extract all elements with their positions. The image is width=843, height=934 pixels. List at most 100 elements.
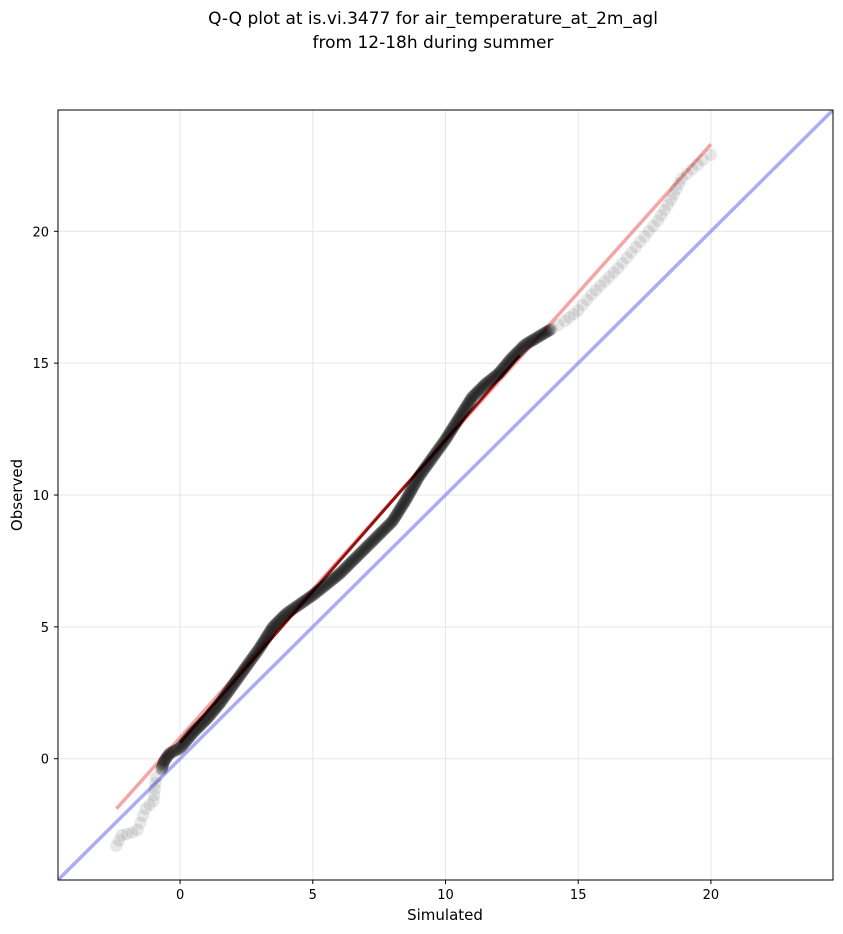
qq-point — [507, 349, 521, 362]
qq-point — [463, 395, 476, 408]
qq-point — [307, 588, 321, 601]
qq-point — [196, 717, 209, 730]
qq-point — [440, 432, 453, 445]
qq-point — [316, 581, 330, 594]
qq-point — [407, 480, 420, 493]
qq-point — [534, 329, 548, 342]
identity-line — [58, 110, 833, 880]
qq-point — [270, 617, 283, 630]
qq-point — [325, 573, 338, 587]
qq-point — [233, 669, 246, 682]
qq-point — [460, 399, 474, 412]
qq-point — [278, 608, 292, 621]
qq-point — [501, 356, 514, 369]
qq-point — [241, 658, 254, 672]
qq-point — [515, 341, 528, 355]
qq-point — [205, 706, 218, 720]
qq-point — [413, 469, 427, 482]
qq-point — [620, 251, 634, 264]
qq-point — [301, 592, 314, 606]
qq-point — [264, 624, 277, 637]
qq-point — [363, 538, 376, 551]
qq-point — [115, 829, 128, 842]
qq-point — [393, 503, 407, 516]
qq-point — [136, 809, 150, 822]
qq-point — [420, 459, 433, 473]
qq-point — [374, 526, 388, 539]
qq-point — [427, 450, 440, 463]
qq-point — [658, 204, 671, 217]
qq-point — [206, 705, 219, 718]
qq-point — [415, 466, 428, 479]
qq-point — [400, 492, 413, 506]
qq-point — [468, 389, 481, 402]
qq-point — [405, 484, 418, 497]
qq-point — [157, 756, 170, 770]
qq-point — [492, 367, 505, 380]
qq-point — [524, 335, 537, 348]
qq-point — [503, 354, 516, 367]
qq-point — [210, 700, 223, 714]
qq-point — [216, 693, 229, 706]
qq-point — [158, 755, 171, 768]
qq-point — [134, 816, 147, 830]
qq-point — [466, 390, 480, 403]
qq-point — [333, 567, 346, 581]
qq-point — [250, 645, 264, 659]
qq-point — [473, 383, 486, 396]
qq-point — [533, 329, 546, 343]
qq-point — [326, 572, 340, 586]
qq-point — [120, 827, 134, 841]
qq-point — [351, 549, 364, 562]
qq-point — [290, 600, 304, 613]
x-tick-label: 0 — [176, 888, 184, 903]
qq-point — [616, 256, 629, 270]
plot-marks — [58, 110, 833, 880]
qq-point — [661, 198, 674, 212]
qq-point — [372, 528, 385, 542]
qq-point — [417, 463, 430, 477]
qq-point — [680, 167, 694, 181]
qq-point — [520, 337, 533, 351]
qq-point — [567, 307, 580, 321]
x-tick-label: 20 — [703, 888, 720, 903]
qq-point — [183, 731, 196, 744]
qq-point — [432, 442, 446, 456]
qq-point — [394, 502, 407, 515]
qq-point — [464, 393, 477, 407]
qq-point — [502, 355, 515, 368]
qq-point — [537, 327, 550, 340]
qq-point — [696, 153, 710, 167]
qq-point — [190, 722, 203, 736]
qq-point — [242, 657, 255, 670]
qq-point — [174, 740, 188, 754]
qq-point — [447, 420, 460, 433]
qq-point — [478, 379, 491, 392]
qq-point — [445, 424, 458, 437]
qq-point — [487, 371, 500, 384]
qq-point — [294, 597, 308, 610]
qq-point — [143, 798, 156, 811]
qq-point — [538, 326, 552, 339]
qq-point — [431, 444, 445, 457]
qq-point — [272, 615, 285, 628]
qq-point — [651, 214, 664, 227]
qq-point — [386, 515, 399, 528]
qq-point — [506, 350, 520, 363]
qq-point — [437, 436, 450, 449]
qq-point — [219, 689, 232, 702]
qq-point — [305, 589, 318, 603]
qq-point — [455, 407, 469, 420]
qq-point — [277, 609, 291, 623]
qq-point — [408, 478, 421, 492]
qq-point — [392, 504, 406, 517]
qq-point — [494, 365, 507, 378]
qq-point — [545, 322, 558, 336]
qq-point — [330, 569, 343, 583]
qq-point — [418, 462, 431, 475]
qq-point — [552, 318, 565, 332]
qq-point — [214, 695, 227, 709]
qq-point — [517, 339, 531, 352]
qq-point — [302, 591, 315, 605]
qq-point — [341, 559, 354, 573]
